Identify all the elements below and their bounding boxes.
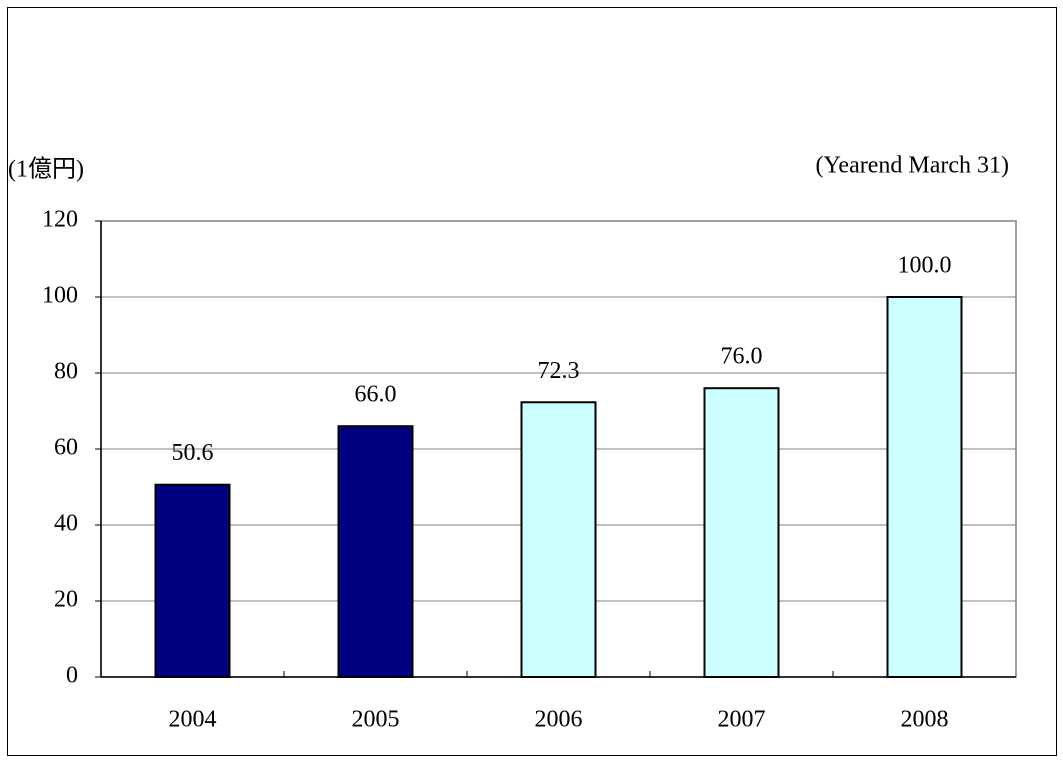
y-tick-label: 80	[54, 359, 78, 385]
data-label: 76.0	[721, 344, 763, 370]
bar	[520, 401, 597, 678]
x-tick-label: 2005	[352, 707, 400, 733]
y-tick-label: 20	[54, 587, 78, 613]
data-label: 72.3	[538, 358, 580, 384]
data-label: 66.0	[355, 382, 397, 408]
bar	[886, 296, 963, 678]
x-tick-label: 2004	[169, 707, 217, 733]
y-tick-label: 100	[42, 283, 78, 309]
x-tick-label: 2006	[535, 707, 583, 733]
unit-label: (1億円)	[8, 156, 84, 183]
y-tick-label: 0	[66, 663, 78, 689]
x-tick-label: 2007	[718, 707, 766, 733]
y-tick-label: 120	[42, 207, 78, 233]
x-tick-label: 2008	[901, 707, 949, 733]
note: (Yearend March 31)	[816, 153, 1010, 179]
data-label: 100.0	[898, 253, 952, 279]
data-label: 50.6	[172, 440, 214, 466]
y-tick-label: 40	[54, 511, 78, 537]
bar	[154, 483, 231, 678]
bar	[337, 425, 414, 679]
bar	[703, 387, 780, 678]
y-tick-label: 60	[54, 435, 78, 461]
